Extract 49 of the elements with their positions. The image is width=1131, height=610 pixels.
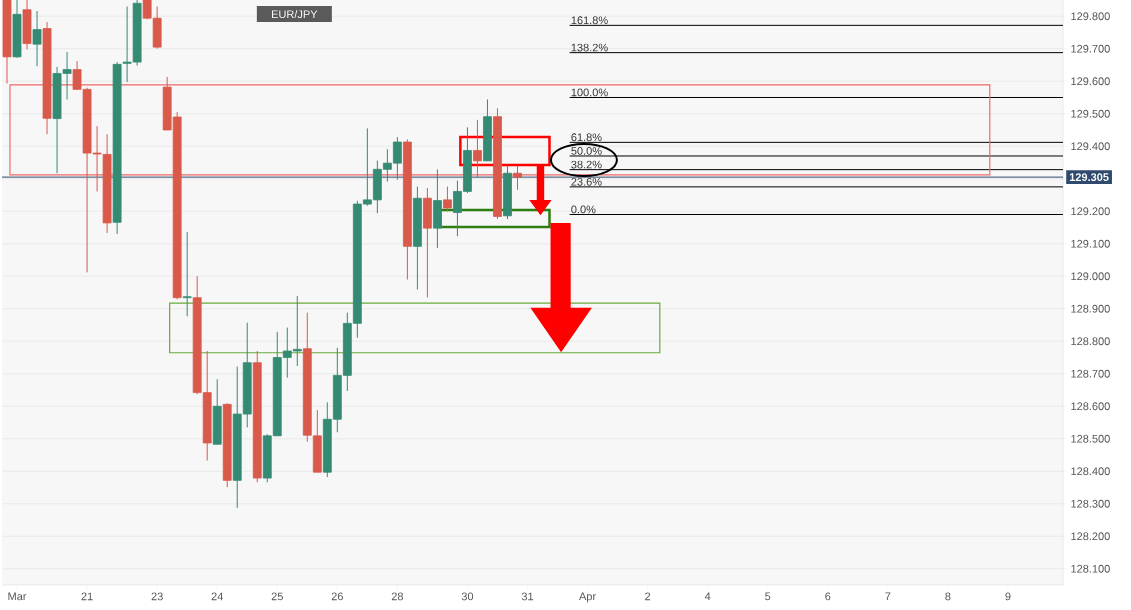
ref-line-label: 129.305	[1069, 173, 1109, 182]
x-tick-label: 2	[645, 592, 651, 601]
y-tick-label: 129.700	[1071, 44, 1110, 53]
candlestick	[443, 186, 452, 213]
annotation: 100.0%	[571, 88, 608, 97]
annotation: 138.2%	[571, 43, 608, 52]
x-tick-label: 23	[151, 592, 163, 601]
candlestick	[473, 119, 482, 178]
annotation: 61.8%	[571, 133, 602, 142]
x-tick-label: 25	[271, 592, 283, 601]
candlestick	[32, 10, 42, 67]
y-tick-label: 128.400	[1071, 467, 1110, 476]
y-tick-label: 129.100	[1071, 239, 1110, 248]
x-tick-label: 31	[521, 592, 534, 601]
candlestick	[182, 231, 192, 317]
y-tick-label: 129.400	[1071, 142, 1110, 151]
x-tick-label: 21	[81, 592, 93, 601]
x-tick-label: 30	[461, 592, 474, 601]
y-tick-label: 128.100	[1071, 564, 1110, 573]
annotation: 50.0%	[571, 147, 602, 155]
x-tick-label: 24	[211, 592, 223, 601]
annotation: 161.8%	[571, 16, 608, 25]
y-tick-label: 128.600	[1071, 402, 1110, 411]
y-tick-label: 129.000	[1071, 272, 1110, 281]
y-tick-label: 129.200	[1071, 207, 1110, 216]
y-tick-label: 128.700	[1071, 369, 1110, 378]
annotation: 23.6%	[571, 177, 602, 186]
x-tick-label: 28	[391, 592, 404, 601]
annotation: 0.0%	[571, 205, 596, 214]
x-tick-label: 5	[765, 592, 771, 601]
y-tick-label: 128.900	[1071, 304, 1110, 313]
candlestick	[513, 165, 522, 191]
y-tick-label: 129.800	[1071, 12, 1110, 21]
x-tick-label: 7	[885, 592, 891, 601]
y-tick-label: 128.200	[1071, 532, 1110, 541]
y-tick-label: 128.500	[1071, 434, 1110, 443]
y-tick-label: 129.500	[1071, 109, 1110, 118]
y-tick-label: 129.600	[1071, 77, 1110, 86]
text: EUR/JPY	[272, 10, 318, 19]
annotation: 38.2%	[571, 160, 602, 169]
x-tick-label: 6	[825, 592, 831, 601]
x-tick-label: 8	[945, 592, 951, 601]
y-tick-label: 128.300	[1071, 499, 1110, 508]
x-tick-label: 9	[1005, 592, 1011, 601]
x-tick-label: Apr	[579, 592, 596, 603]
x-tick-label: 26	[331, 592, 343, 601]
y-tick-label: 128.800	[1071, 337, 1110, 346]
x-tick-label: Mar	[8, 592, 27, 601]
x-tick-label: 4	[704, 592, 711, 601]
